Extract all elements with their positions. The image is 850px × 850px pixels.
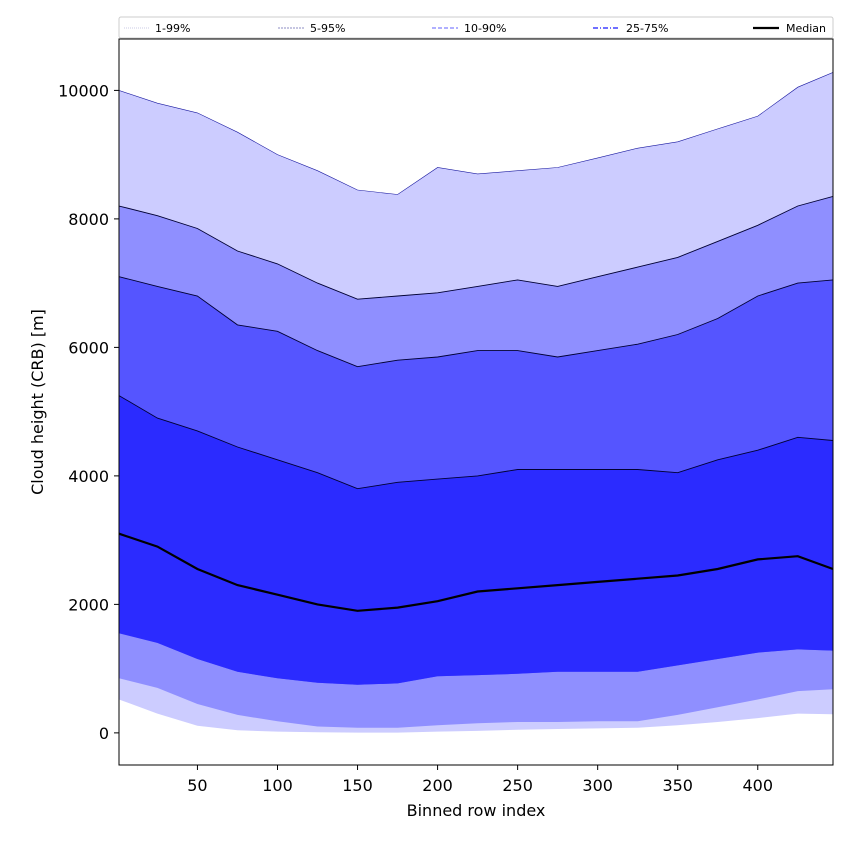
percentile-bands <box>119 72 833 733</box>
x-tick-label: 200 <box>422 776 453 795</box>
legend-label: Median <box>786 22 826 35</box>
series-line-median <box>119 532 833 612</box>
legend: 1-99% 5-95% 10-90% 25-75% Median <box>118 16 834 39</box>
x-tick-label: 300 <box>582 776 613 795</box>
band-edge-25-75pct <box>119 395 833 490</box>
x-tick-label: 250 <box>502 776 533 795</box>
band-edge-1-99pct <box>119 72 833 195</box>
legend-label: 25-75% <box>626 22 668 35</box>
legend-box <box>118 16 834 39</box>
y-tick-label: 0 <box>99 724 109 743</box>
x-axis: 50 100 150 200 250 300 350 400 <box>187 765 773 795</box>
y-tick-label: 6000 <box>68 338 109 357</box>
x-tick-label: 50 <box>187 776 207 795</box>
legend-label: 1-99% <box>155 22 190 35</box>
y-tick-label: 10000 <box>58 81 109 100</box>
y-tick-label: 4000 <box>68 467 109 486</box>
x-tick-label: 350 <box>662 776 693 795</box>
median-series <box>119 532 833 612</box>
legend-label: 5-95% <box>310 22 345 35</box>
band-edge-10-90pct <box>119 276 833 368</box>
y-axis: 0 2000 4000 6000 8000 10000 <box>58 81 119 743</box>
y-tick-label: 8000 <box>68 210 109 229</box>
x-axis-label: Binned row index <box>407 801 546 820</box>
legend-label: 10-90% <box>464 22 506 35</box>
plot-frame <box>118 38 834 766</box>
x-tick-label: 100 <box>262 776 293 795</box>
band-edge-5-95pct <box>119 195 833 300</box>
band-25-75pct <box>119 395 833 685</box>
x-tick-label: 400 <box>742 776 773 795</box>
x-tick-label: 150 <box>342 776 373 795</box>
y-axis-label: Cloud height (CRB) [m] <box>28 309 47 495</box>
y-tick-label: 2000 <box>68 595 109 614</box>
